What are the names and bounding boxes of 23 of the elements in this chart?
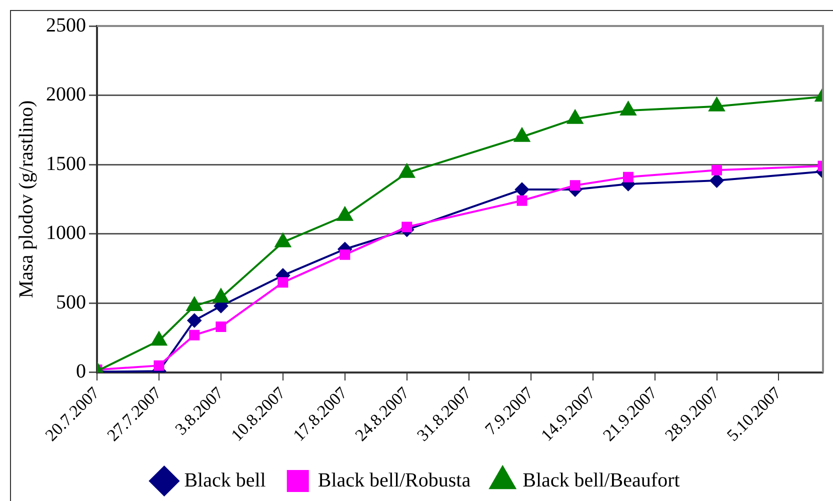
- legend-label: Black bell/Robusta: [318, 469, 471, 492]
- point: [570, 180, 580, 191]
- y-tick-label: 2000: [46, 84, 86, 106]
- point: [278, 277, 288, 288]
- point: [187, 314, 202, 328]
- point: [712, 164, 722, 176]
- y-tick-label: 1500: [46, 152, 86, 175]
- y-tick-label: 0: [76, 360, 86, 383]
- y-tick-label: 500: [56, 291, 86, 314]
- point: [622, 172, 634, 182]
- point: [514, 182, 529, 197]
- y-tick-label: 2500: [46, 14, 86, 36]
- point: [189, 330, 200, 340]
- point: [710, 174, 724, 188]
- point: [216, 322, 226, 332]
- y-axis-title: Masa plodov (g/rastlino): [15, 100, 38, 298]
- legend-label: Black bell: [184, 469, 266, 492]
- point: [402, 222, 412, 232]
- y-tick-label: 1000: [46, 222, 86, 244]
- point: [340, 249, 350, 260]
- legend-label: Black bell/Beaufort: [522, 469, 680, 492]
- point: [516, 195, 528, 206]
- point: [154, 360, 164, 371]
